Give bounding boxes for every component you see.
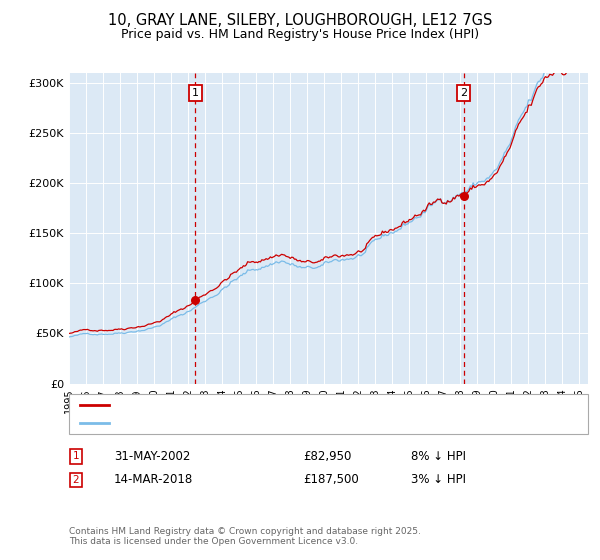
Text: £82,950: £82,950 [303,450,352,463]
Point [190,296,200,305]
Text: HPI: Average price, semi-detached house, Charnwood: HPI: Average price, semi-detached house,… [116,418,397,428]
Text: 10, GRAY LANE, SILEBY, LOUGHBOROUGH, LE12 7GS (semi-detached house): 10, GRAY LANE, SILEBY, LOUGHBOROUGH, LE1… [116,400,513,409]
Text: 2: 2 [73,475,79,485]
Text: 31-MAY-2002: 31-MAY-2002 [114,450,190,463]
Text: 8% ↓ HPI: 8% ↓ HPI [411,450,466,463]
Text: £187,500: £187,500 [303,473,359,487]
Text: 1: 1 [192,88,199,98]
Text: 1: 1 [73,451,79,461]
Text: Contains HM Land Registry data © Crown copyright and database right 2025.
This d: Contains HM Land Registry data © Crown c… [69,527,421,546]
Text: 2: 2 [460,88,467,98]
Point [459,191,469,200]
Text: 10, GRAY LANE, SILEBY, LOUGHBOROUGH, LE12 7GS: 10, GRAY LANE, SILEBY, LOUGHBOROUGH, LE1… [108,13,492,28]
Text: 3% ↓ HPI: 3% ↓ HPI [411,473,466,487]
Text: Price paid vs. HM Land Registry's House Price Index (HPI): Price paid vs. HM Land Registry's House … [121,28,479,41]
Text: 14-MAR-2018: 14-MAR-2018 [114,473,193,487]
